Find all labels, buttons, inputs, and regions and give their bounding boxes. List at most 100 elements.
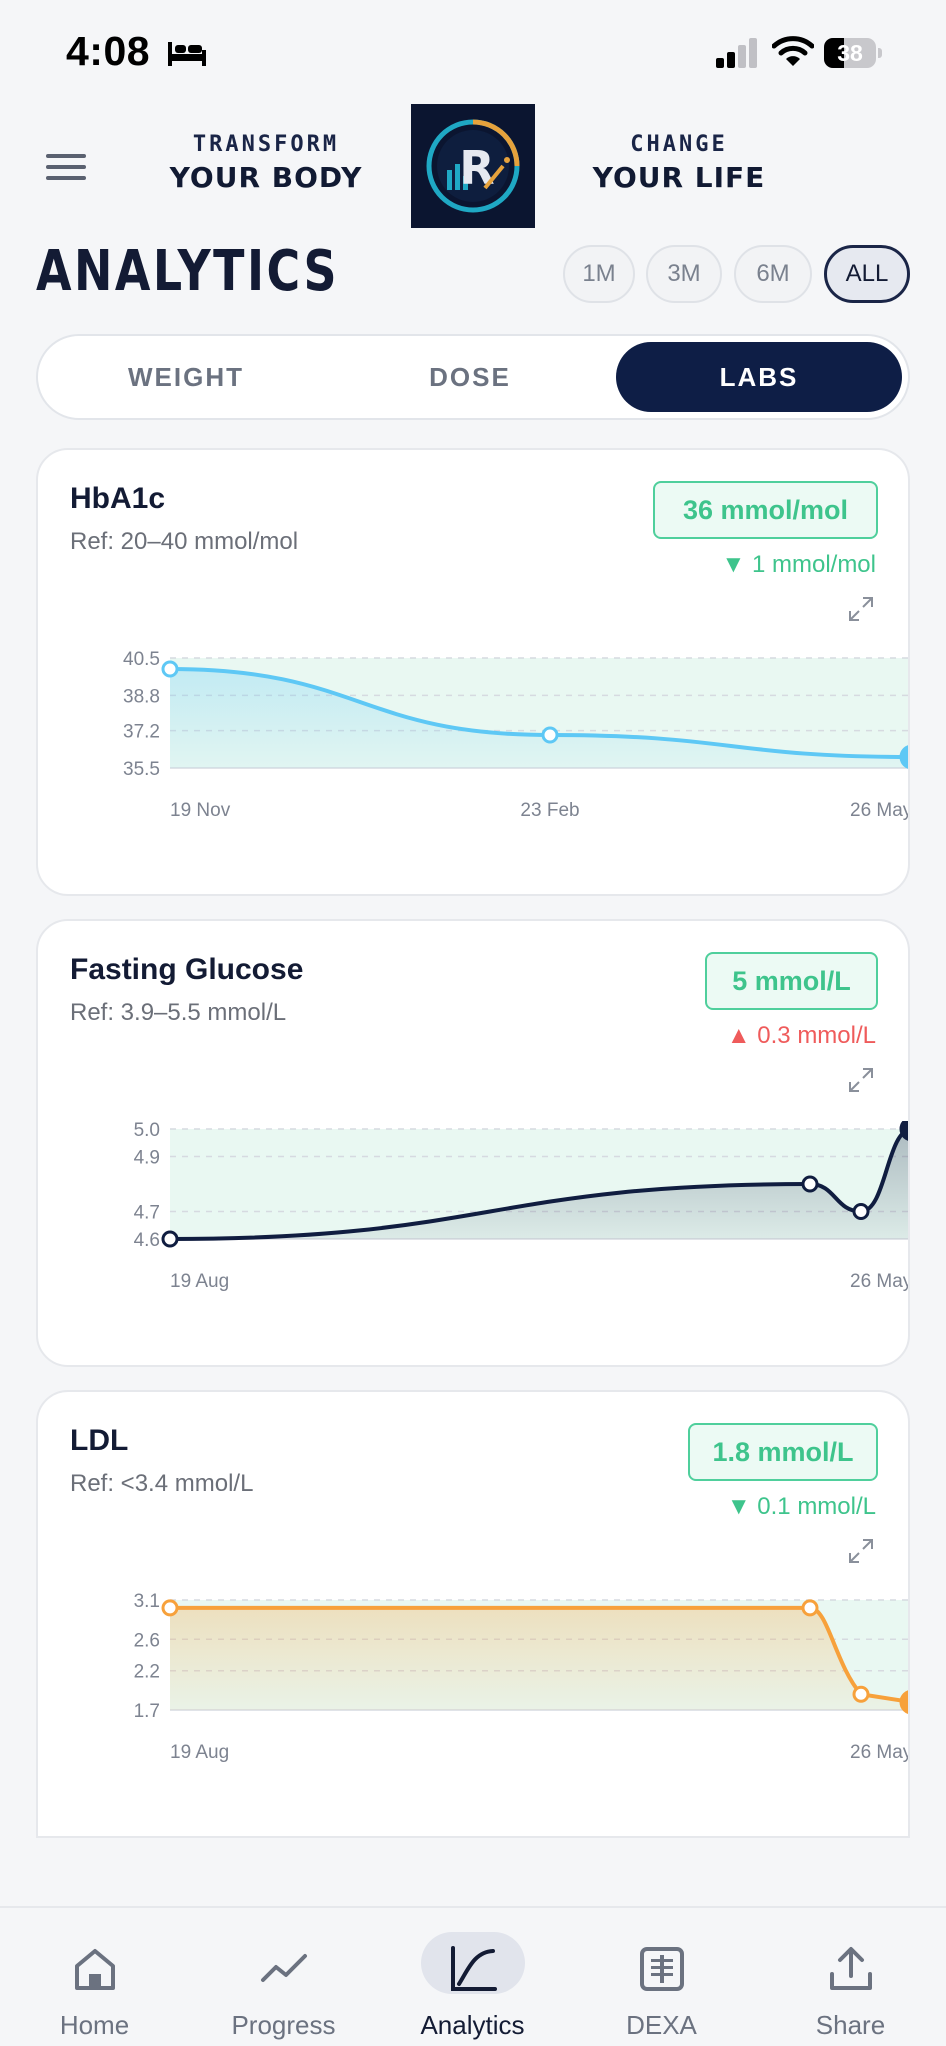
y-tick-label: 3.1 [134,1592,160,1612]
expand-icon[interactable] [848,1067,874,1093]
data-point [541,726,559,744]
tab-dose[interactable]: DOSE [429,362,511,392]
share-icon [830,1947,872,1990]
slogan-right-line1: CHANGE [630,132,728,157]
app-header: TRANSFORM YOUR BODY R CHANGE YOUR LIFE [0,100,946,235]
title-row: ANALYTICS 1M 3M 6M ALL [0,235,946,309]
data-point [852,1203,870,1220]
delta-value: 1 mmol/mol [751,551,876,578]
delta-value: 0.1 mmol/L [757,1493,876,1520]
data-point [161,1599,179,1617]
x-tick-label: 26 May [850,1271,910,1292]
x-tick-label: 19 Aug [170,1271,229,1292]
progress-icon [261,1954,307,1982]
status-bar: 4:08 38 [0,0,946,100]
x-tick-label: 19 Aug [170,1742,229,1763]
value-badge: 5 mmol/L [705,952,878,1010]
nav-dexa[interactable]: DEXA [567,1908,756,2046]
card-ref-range: Ref: 20–40 mmol/mol [70,528,299,555]
arrow-up-icon: ▲ [726,1022,751,1049]
fasting-glucose-chart: 5.0 4.9 4.7 4.6 19 Aug 26 May [134,1121,910,1292]
y-tick-label: 38.8 [123,686,160,707]
slogan-right: CHANGE YOUR LIFE [574,132,784,194]
series-line [168,1128,908,1241]
slogan-left-line1: TRANSFORM [192,132,340,157]
expand-icon[interactable] [848,1538,874,1564]
nav-label: Home [59,2010,130,2040]
y-tick-label: 4.9 [134,1148,160,1169]
hba1c-chart: 40.5 38.8 37.2 35.5 19 Nov 23 Feb 26 May [123,650,910,821]
arrow-down-icon: ▼ [721,551,746,578]
delta-indicator: ▲ 0.3 mmol/L [727,1022,876,1050]
page-title: ANALYTICS [36,239,340,304]
value-badge: 1.8 mmol/L [688,1423,878,1481]
y-tick-label: 37.2 [123,722,160,743]
lab-card-hba1c: HbA1c Ref: 20–40 mmol/mol 36 mmol/mol ▼ … [36,448,910,896]
card-title: LDL [70,1424,129,1457]
nav-share[interactable]: Share [756,1908,945,2046]
lab-card-ldl: LDL Ref: <3.4 mmol/L 1.8 mmol/L ▼ 0.1 mm… [36,1390,910,1838]
delta-indicator: ▼ 1 mmol/mol [722,551,876,579]
metric-tabs: WEIGHT DOSE LABS [36,334,910,420]
x-tick-label: 26 May [850,1742,910,1763]
lab-card-fasting-glucose: Fasting Glucose Ref: 3.9–5.5 mmol/L 5 mm… [36,919,910,1367]
y-tick-label: 2.6 [134,1630,160,1651]
nav-analytics[interactable]: Analytics [378,1908,567,2046]
expand-icon[interactable] [848,596,874,622]
y-tick-label: 1.7 [134,1701,160,1722]
range-all-button[interactable]: ALL [824,245,910,303]
y-tick-label: 4.6 [134,1230,160,1251]
series-area [170,1607,908,1710]
x-tick-label: 19 Nov [170,800,231,821]
data-point [801,1175,819,1193]
card-title: HbA1c [70,482,166,515]
battery-level: 38 [837,40,863,66]
app-logo: R [411,104,535,228]
x-tick-label: 23 Feb [520,800,579,821]
slogan-left-line2: YOUR BODY [169,161,363,194]
y-tick-label: 40.5 [123,650,160,670]
bottom-nav: Home Progress Analytics DEXA Share [0,1906,946,2046]
data-point [161,660,179,678]
range-6m-button[interactable]: 6M [734,245,812,303]
y-tick-label: 5.0 [134,1121,160,1141]
data-point [801,1599,819,1617]
analytics-icon [451,1946,497,1991]
menu-icon[interactable] [44,152,88,182]
tab-weight[interactable]: WEIGHT [128,362,244,392]
nav-label: Share [815,2010,886,2040]
signal-icon [716,38,757,68]
data-point [899,1121,908,1141]
range-3m-button[interactable]: 3M [646,245,722,303]
delta-indicator: ▼ 0.1 mmol/L [727,1493,876,1521]
home-icon [75,1949,115,1990]
battery-icon: 38 [824,38,882,68]
nav-progress[interactable]: Progress [189,1908,378,2046]
card-title: Fasting Glucose [70,953,304,986]
wifi-icon [772,36,814,66]
series-area [170,1130,908,1239]
tab-labs[interactable]: LABS [616,342,902,412]
y-tick-label: 2.2 [134,1662,160,1683]
nav-label: Analytics [420,2010,525,2040]
slogan-right-line2: YOUR LIFE [592,161,766,194]
nav-label: DEXA [626,2010,697,2040]
status-time: 4:08 [66,28,151,74]
y-tick-label: 4.7 [134,1203,160,1224]
arrow-down-icon: ▼ [726,1493,751,1520]
nav-label: Progress [231,2010,336,2040]
card-ref-range: Ref: <3.4 mmol/L [70,1470,254,1497]
slogan-left: TRANSFORM YOUR BODY [160,132,372,194]
series-area [170,669,908,768]
delta-value: 0.3 mmol/L [757,1022,876,1049]
nav-home[interactable]: Home [0,1908,189,2046]
card-ref-range: Ref: 3.9–5.5 mmol/L [70,999,287,1026]
y-tick-label: 35.5 [123,759,160,780]
data-point [161,1230,179,1248]
x-tick-label: 26 May [850,800,910,821]
range-1m-button[interactable]: 1M [563,245,635,303]
data-point [899,1690,908,1714]
dexa-icon [640,1947,684,1991]
data-point [899,745,908,769]
value-badge: 36 mmol/mol [653,481,878,539]
